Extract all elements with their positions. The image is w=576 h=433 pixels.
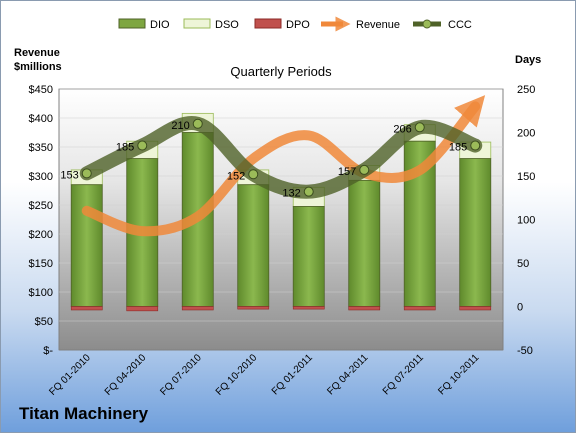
legend-label-revenue: Revenue	[356, 19, 400, 31]
dpo-bar	[348, 306, 381, 311]
ccc-point	[248, 169, 259, 180]
right-tick-label: 250	[517, 84, 535, 96]
revenue-line	[81, 95, 486, 237]
ccc-point	[81, 168, 92, 179]
right-tick-label: 100	[517, 215, 535, 227]
revenue-series	[81, 95, 486, 237]
ccc-series: 153 185 210 152 132 157 206 185	[60, 116, 483, 200]
ccc-point	[359, 164, 370, 175]
ccc-data-label: 153	[60, 169, 78, 181]
ccc-point	[303, 186, 314, 197]
ccc-data-label: 132	[282, 188, 300, 200]
right-tick-label: 50	[517, 258, 529, 270]
ccc-data-label: 185	[116, 142, 134, 154]
chart-title: Quarterly Periods	[230, 64, 332, 79]
left-tick-label: $250	[29, 200, 53, 212]
category-label: FQ 07-2010	[158, 352, 204, 398]
category-label: FQ 10-2011	[436, 352, 481, 397]
left-tick-label: $300	[29, 171, 53, 183]
left-tick-label: $200	[29, 229, 53, 241]
right-tick-label: 150	[517, 171, 535, 183]
legend-label-dso: DSO	[215, 19, 239, 31]
dpo-bar	[126, 306, 159, 312]
category-labels: FQ 01-2010 FQ 04-2010 FQ 07-2010 FQ 10-2010…	[47, 352, 481, 398]
legend-label-ccc: CCC	[448, 19, 472, 31]
category-label: FQ 04-2010	[103, 352, 149, 398]
ccc-data-label: 157	[338, 166, 356, 178]
legend-label-dpo: DPO	[286, 19, 310, 31]
dpo-bar	[181, 306, 214, 311]
right-axis-ticks: -50 0 50 100 150 200 250	[517, 84, 535, 357]
left-tick-label: $400	[29, 113, 53, 125]
right-tick-label: 200	[517, 128, 535, 140]
dio-bar	[348, 179, 381, 307]
category-label: FQ 01-2010	[47, 352, 93, 398]
left-tick-label: $-	[43, 345, 53, 357]
left-tick-label: $450	[29, 84, 53, 96]
dio-bar	[459, 158, 492, 307]
category-label: FQ 04-2011	[325, 352, 370, 397]
ccc-data-label: 185	[449, 142, 467, 154]
right-tick-label: 0	[517, 302, 523, 314]
right-axis-label: Days	[515, 54, 541, 66]
legend-swatch-dio	[118, 18, 146, 29]
left-axis-label-line2: $millions	[14, 61, 62, 73]
ccc-data-label: 152	[227, 170, 245, 182]
left-axis-label-line1: Revenue	[14, 47, 60, 59]
company-name: Titan Machinery	[19, 404, 149, 423]
dio-bar	[237, 184, 270, 307]
legend-swatch-dso	[183, 18, 211, 29]
dpo-bar	[403, 306, 436, 311]
left-axis-ticks: $- $50 $100 $150 $200 $250 $300 $350 $400 $450	[29, 84, 54, 357]
left-tick-label: $50	[35, 316, 53, 328]
ccc-data-label: 206	[393, 123, 411, 135]
dpo-bar	[70, 306, 103, 311]
ccc-data-label: 210	[171, 120, 189, 132]
ccc-point	[137, 140, 148, 151]
category-label: FQ 07-2011	[381, 352, 426, 397]
dio-bar	[292, 206, 325, 307]
dpo-bar	[237, 306, 270, 310]
category-label: FQ 10-2010	[214, 352, 260, 398]
ccc-point	[470, 140, 481, 151]
right-tick-label: -50	[517, 345, 533, 357]
ccc-point	[192, 118, 203, 129]
legend: DIO DSO DPO Revenue CCC	[118, 16, 472, 32]
ccc-point	[414, 122, 425, 133]
left-tick-label: $350	[29, 142, 53, 154]
dpo-bar	[292, 306, 325, 310]
legend-swatch-ccc-marker	[422, 19, 432, 29]
category-label: FQ 01-2011	[270, 352, 315, 397]
legend-label-dio: DIO	[150, 19, 170, 31]
dio-bar	[70, 184, 103, 307]
left-tick-label: $100	[29, 287, 53, 299]
legend-swatch-dpo	[254, 18, 282, 29]
ccc-line	[79, 116, 483, 199]
dpo-bar	[459, 306, 492, 311]
left-tick-label: $150	[29, 258, 53, 270]
